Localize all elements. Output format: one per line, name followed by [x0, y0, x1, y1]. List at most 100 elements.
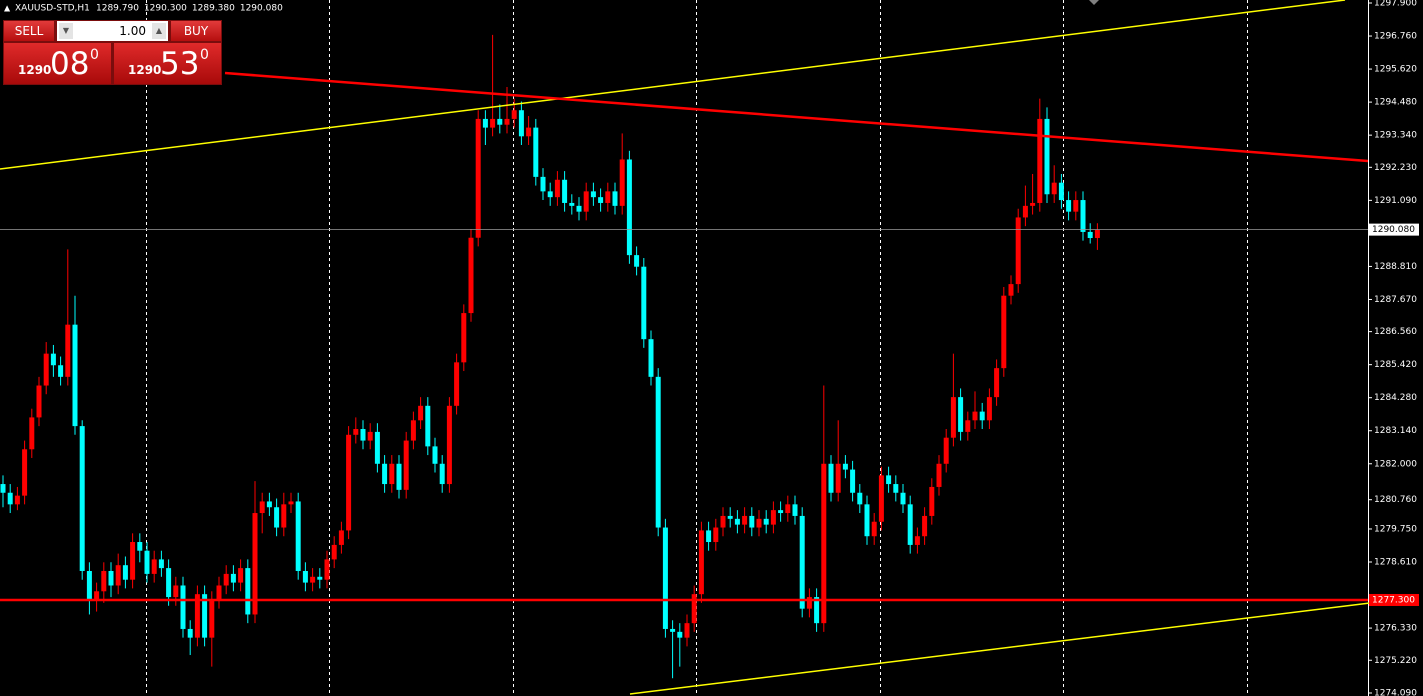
- candle-body: [360, 428, 366, 441]
- candle-body: [50, 353, 56, 366]
- candle-body: [259, 501, 265, 514]
- candle-body: [180, 585, 186, 629]
- candle-body: [281, 504, 287, 528]
- candle-body: [965, 420, 971, 432]
- candle-body: [1030, 202, 1036, 206]
- candle-body: [482, 118, 488, 128]
- decrease-lot[interactable]: ▼: [59, 23, 73, 39]
- candle-body: [115, 565, 121, 586]
- candle-body: [749, 515, 755, 528]
- candle-body: [677, 631, 683, 638]
- candle-body: [173, 585, 179, 598]
- candle-body: [446, 405, 452, 485]
- candle-body: [94, 591, 100, 600]
- candle-body: [857, 492, 863, 505]
- candle-body: [504, 118, 510, 125]
- candle-body: [331, 544, 337, 560]
- candle-body: [1073, 200, 1079, 212]
- candle-body: [252, 513, 258, 615]
- y-tick-label: 1294.480: [1374, 98, 1417, 108]
- candle-body: [439, 463, 445, 485]
- candle-body: [799, 515, 805, 609]
- candle-body: [223, 573, 229, 586]
- candle-body: [569, 202, 575, 206]
- candle-body: [641, 266, 647, 340]
- candle-body: [454, 362, 460, 406]
- candle-body: [871, 521, 877, 537]
- ask-quote[interactable]: 1290 53 0: [114, 43, 221, 84]
- candle-body: [943, 437, 949, 464]
- candle-body: [216, 585, 222, 600]
- one-click-trading-panel: SELL ▼ 1.00 ▲ BUY 1290 08 0 1290 53 0: [3, 20, 222, 85]
- candle-body: [850, 469, 856, 493]
- candle-body: [202, 594, 208, 638]
- candle-body: [432, 446, 438, 464]
- candle-body: [338, 530, 344, 545]
- candle-body: [763, 518, 769, 525]
- candle-body: [958, 397, 964, 432]
- symbol-icon: ▲: [4, 4, 11, 13]
- candle-body: [526, 127, 532, 137]
- resistance-trendline: [224, 71, 1369, 163]
- candle-body: [605, 191, 611, 203]
- y-tick-label: 1293.340: [1374, 131, 1417, 141]
- candle-body: [698, 530, 704, 595]
- candle-body: [130, 542, 136, 580]
- buy-button[interactable]: BUY: [171, 21, 221, 41]
- y-tick-label: 1275.220: [1374, 656, 1417, 666]
- candle-body: [562, 179, 568, 203]
- header-ohlc-value: 1289.790: [96, 4, 139, 14]
- candle-body: [684, 623, 690, 638]
- candle-body: [490, 118, 496, 128]
- last-price-box: [1369, 223, 1419, 236]
- bid-pips: 08: [50, 46, 90, 82]
- candle-body: [1087, 231, 1093, 239]
- sell-button[interactable]: SELL: [4, 21, 54, 41]
- candle-body: [209, 599, 215, 638]
- period-separators: [146, 0, 1248, 696]
- y-tick-label: 1276.330: [1374, 624, 1417, 634]
- candle-body: [475, 118, 481, 238]
- candles: [0, 34, 1100, 679]
- candle-body: [166, 568, 172, 598]
- candle-body: [29, 417, 35, 450]
- candle-body: [367, 431, 373, 441]
- candle-body: [900, 492, 906, 505]
- candle-body: [518, 110, 524, 137]
- candle-body: [540, 176, 546, 192]
- y-tick-label: 1297.900: [1374, 0, 1417, 9]
- candle-body: [828, 463, 834, 493]
- candle-body: [979, 411, 985, 421]
- increase-lot[interactable]: ▲: [152, 23, 166, 39]
- candle-body: [929, 486, 935, 516]
- candle-body: [1066, 200, 1072, 212]
- bid-quote[interactable]: 1290 08 0: [4, 43, 111, 84]
- lot-size-field[interactable]: ▼ 1.00 ▲: [57, 21, 168, 41]
- candle-body: [346, 434, 352, 531]
- candle-body: [950, 397, 956, 438]
- candle-body: [58, 365, 64, 377]
- candle-body: [151, 559, 157, 574]
- header-ohlc-value: 1289.380: [192, 4, 235, 14]
- support-price-box: [1369, 593, 1419, 606]
- candle-body: [122, 565, 128, 580]
- candle-body: [842, 463, 848, 470]
- candle-body: [79, 426, 85, 571]
- candle-body: [1008, 284, 1014, 296]
- candle-body: [634, 255, 640, 267]
- candle-body: [1044, 118, 1050, 195]
- candle-body: [878, 475, 884, 522]
- last-price-label: 1290.080: [1372, 225, 1415, 235]
- candle-body: [187, 628, 193, 638]
- candle-body: [36, 385, 42, 418]
- candle-body: [756, 518, 762, 528]
- candle-body: [302, 570, 308, 583]
- candle-body: [288, 501, 294, 505]
- candle-body: [144, 550, 150, 574]
- y-tick-label: 1280.760: [1374, 495, 1417, 505]
- candle-body: [108, 570, 114, 586]
- candle-body: [497, 118, 503, 125]
- y-tick-label: 1279.750: [1374, 524, 1417, 534]
- header-ohlc-value: 1290.080: [240, 4, 283, 14]
- candle-body: [907, 504, 913, 545]
